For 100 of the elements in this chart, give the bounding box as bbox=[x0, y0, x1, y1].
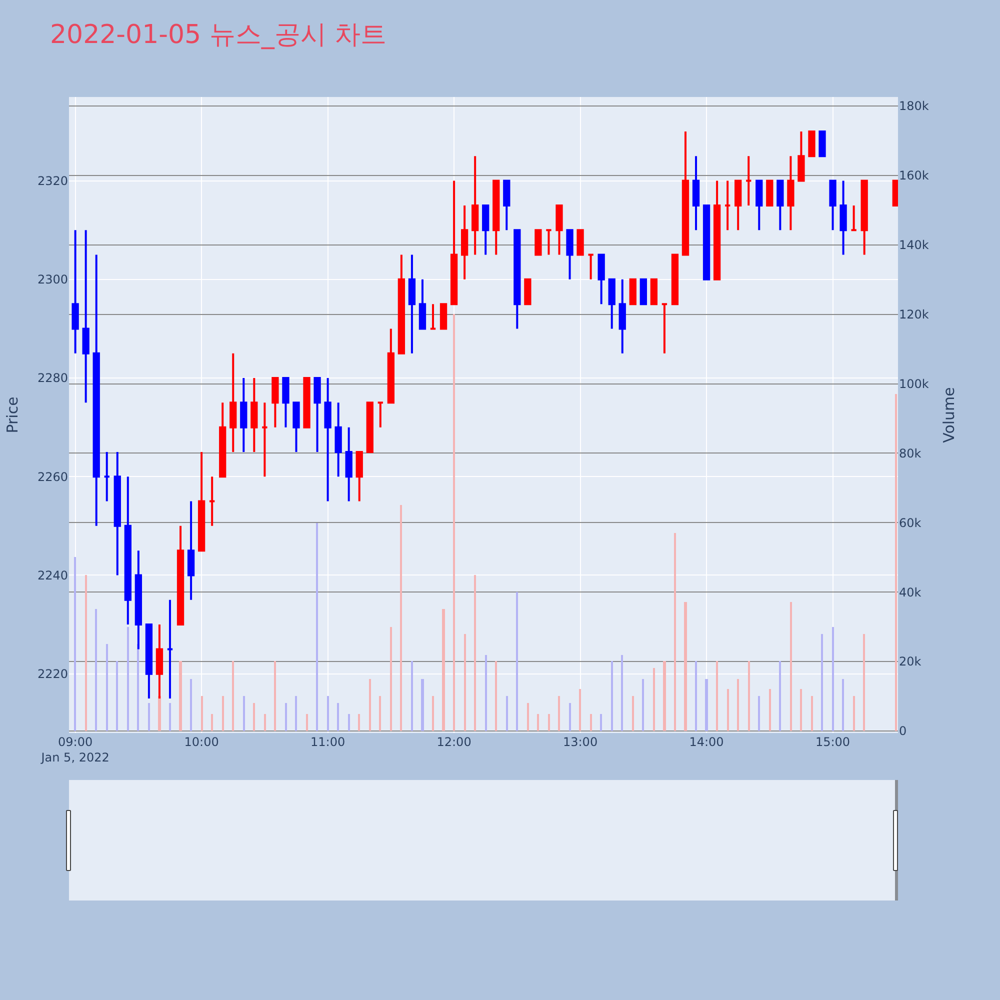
bar bbox=[590, 714, 592, 731]
bar bbox=[684, 602, 687, 731]
candlestick bbox=[756, 180, 763, 232]
bar bbox=[821, 634, 823, 731]
bar bbox=[579, 689, 581, 731]
candlestick bbox=[503, 180, 510, 232]
candlestick bbox=[324, 377, 332, 502]
x-tick-label: 09:00 Jan 5, 2022 bbox=[40, 735, 110, 765]
candlestick bbox=[482, 204, 490, 256]
candlestick bbox=[408, 254, 416, 354]
candlestick bbox=[398, 254, 406, 354]
bar bbox=[695, 661, 697, 731]
bar bbox=[95, 609, 97, 731]
candlestick bbox=[250, 377, 258, 453]
bar bbox=[169, 703, 171, 731]
y-tick-label: 2300 bbox=[37, 272, 68, 287]
bar bbox=[421, 679, 424, 731]
bar bbox=[379, 696, 381, 731]
y2-tick-label: 60k bbox=[899, 516, 922, 530]
candlestick bbox=[524, 278, 532, 306]
bar bbox=[569, 703, 571, 731]
candlestick bbox=[545, 229, 552, 256]
y-axis-title: Price bbox=[4, 396, 22, 434]
candlestick bbox=[840, 180, 847, 256]
bar bbox=[663, 661, 666, 731]
candlestick bbox=[272, 377, 279, 428]
bar bbox=[758, 696, 760, 731]
candlestick bbox=[660, 303, 668, 354]
chart-title: 2022-01-05 뉴스_공시 차트 bbox=[50, 20, 387, 50]
candlestick bbox=[566, 229, 574, 280]
bar bbox=[201, 696, 203, 731]
candlestick bbox=[829, 180, 836, 232]
candlestick bbox=[387, 328, 394, 404]
bar bbox=[674, 533, 676, 731]
bar bbox=[190, 679, 192, 731]
candlestick bbox=[176, 524, 184, 626]
candlestick bbox=[892, 180, 898, 206]
candlestick bbox=[418, 278, 426, 330]
candlestick bbox=[576, 229, 584, 256]
y2-tick-label: 20k bbox=[899, 654, 922, 669]
candlestick bbox=[72, 229, 79, 354]
y2-tick-label: 40k bbox=[899, 585, 922, 600]
bar bbox=[832, 627, 834, 731]
bar bbox=[327, 696, 329, 731]
bar bbox=[895, 394, 897, 731]
bar bbox=[442, 609, 445, 731]
candlestick bbox=[682, 130, 690, 256]
bar bbox=[506, 696, 508, 731]
candlestick bbox=[114, 450, 121, 576]
bar bbox=[779, 661, 781, 731]
bar bbox=[516, 592, 518, 731]
candlestick bbox=[734, 180, 742, 232]
bar bbox=[285, 703, 287, 731]
bar bbox=[474, 575, 476, 731]
candlestick bbox=[166, 598, 174, 700]
bar bbox=[158, 696, 161, 731]
candlestick bbox=[219, 402, 226, 478]
bar bbox=[548, 714, 550, 731]
bar bbox=[727, 689, 729, 731]
candlestick bbox=[82, 229, 90, 404]
candlestick bbox=[334, 402, 342, 478]
candlestick bbox=[450, 180, 458, 306]
bar bbox=[432, 696, 434, 731]
x-tick-label: 10:00 bbox=[184, 735, 219, 749]
candlestick bbox=[640, 278, 647, 306]
y2-tick-label: 80k bbox=[899, 446, 922, 460]
y-tick-label: 2280 bbox=[37, 371, 68, 386]
candlestick bbox=[618, 278, 626, 354]
candlestick bbox=[366, 402, 374, 453]
bar bbox=[316, 523, 318, 731]
candlestick bbox=[650, 278, 658, 306]
candlestick bbox=[187, 500, 195, 601]
bar bbox=[243, 696, 245, 731]
bar bbox=[842, 679, 844, 731]
candlestick bbox=[92, 254, 100, 527]
candlestick bbox=[787, 155, 794, 232]
y2-tick-label: 140k bbox=[899, 238, 929, 252]
bar bbox=[179, 661, 182, 731]
candlestick bbox=[472, 155, 479, 256]
candlestick bbox=[429, 303, 437, 330]
y-tick-label: 2240 bbox=[37, 568, 68, 582]
x-tick-label: 11:00 bbox=[310, 735, 346, 749]
candlestick bbox=[556, 204, 563, 256]
candlestick bbox=[702, 204, 710, 280]
bar bbox=[306, 714, 308, 731]
bar bbox=[295, 696, 297, 731]
candlestick bbox=[103, 450, 110, 502]
bar bbox=[348, 714, 350, 731]
y2-tick-label: 120k bbox=[899, 308, 929, 322]
candlestick bbox=[208, 476, 216, 527]
bar bbox=[358, 714, 360, 731]
bar bbox=[264, 714, 266, 731]
bar bbox=[748, 661, 750, 731]
bar bbox=[653, 668, 655, 731]
bar bbox=[705, 679, 708, 731]
bar bbox=[85, 575, 87, 731]
candlestick bbox=[629, 278, 636, 306]
candlestick bbox=[240, 377, 248, 453]
bar bbox=[253, 703, 255, 731]
bar bbox=[485, 655, 487, 731]
